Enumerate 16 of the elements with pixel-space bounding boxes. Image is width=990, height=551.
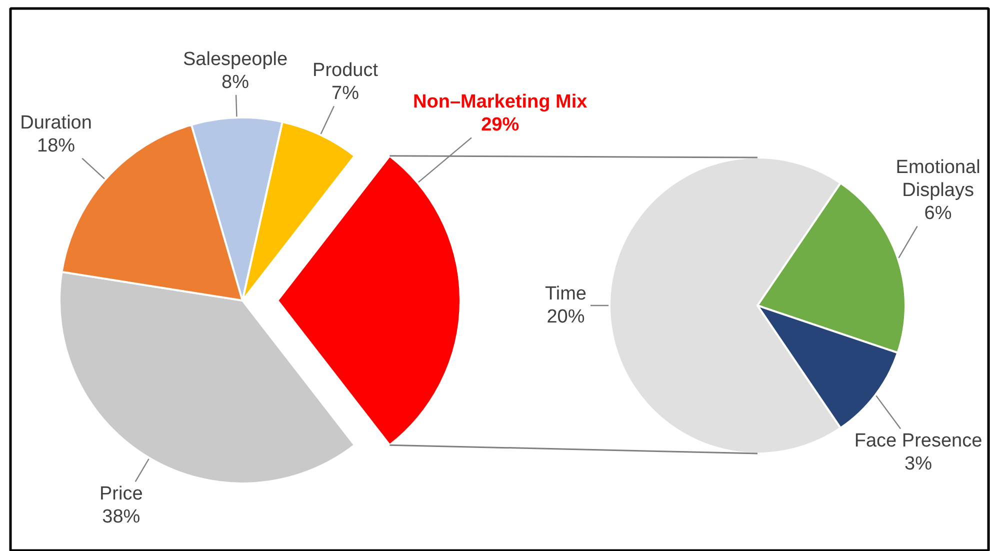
slice-label: Duration [20, 112, 92, 134]
data-label: 8% [222, 72, 250, 93]
slice-label: Time [544, 284, 587, 304]
data-label: 38% [102, 506, 140, 528]
slice-label: Salespeople [182, 48, 288, 70]
data-label: 7% [332, 83, 360, 104]
data-label: 3% [904, 454, 932, 475]
slice-label: Price [100, 484, 143, 505]
slice-label: Product [312, 60, 379, 82]
data-label: 6% [924, 203, 952, 224]
slice-label: Non–Marketing Mix [413, 92, 588, 113]
data-label: 20% [546, 306, 585, 328]
data-label: 18% [37, 135, 76, 156]
data-label: 29% [481, 114, 520, 136]
slice-label: Emotional Displays [896, 157, 980, 202]
slice-label: Face Presence [854, 430, 982, 452]
